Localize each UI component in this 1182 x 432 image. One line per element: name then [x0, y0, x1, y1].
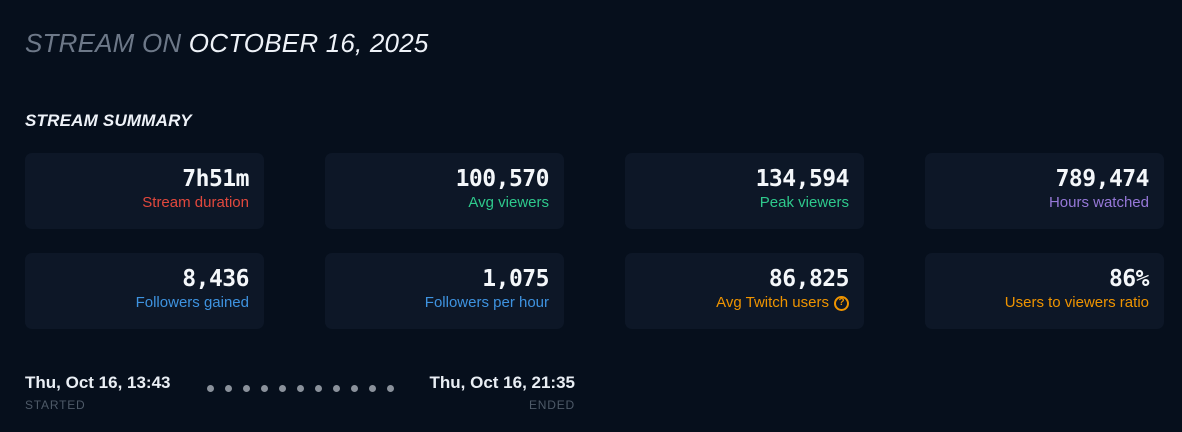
ended-label: ENDED	[528, 398, 575, 412]
question-circle-icon[interactable]: ?	[834, 295, 849, 311]
stream-report-page: STREAM ON OCTOBER 16, 2025 STREAM SUMMAR…	[25, 28, 1164, 412]
stat-label: Peak viewers	[640, 194, 849, 212]
stat-label-text: Followers per hour	[424, 294, 549, 311]
timeline-dot	[224, 385, 232, 392]
page-title: STREAM ON OCTOBER 16, 2025	[25, 28, 1164, 59]
stat-label: Followers gained	[40, 294, 249, 312]
stat-label: Avg Twitch users ?	[640, 294, 849, 312]
timeline-dots-connector	[206, 385, 394, 392]
stat-label-text: Followers gained	[135, 294, 249, 311]
page-title-prefix: STREAM ON	[25, 28, 189, 58]
timeline-dot	[368, 385, 376, 392]
stat-card-users-to-viewers-ratio: 86% Users to viewers ratio	[925, 253, 1164, 329]
page-title-date: OCTOBER 16, 2025	[188, 28, 429, 58]
timeline-ended-block: Thu, Oct 16, 21:35 ENDED	[430, 373, 576, 412]
stat-label: Users to viewers ratio	[940, 294, 1149, 312]
stat-value: 86%	[1108, 266, 1150, 292]
stat-label-text: Avg viewers	[468, 194, 549, 211]
timeline-dot	[260, 385, 268, 392]
stat-value: 134,594	[755, 166, 850, 192]
stat-card-avg-viewers: 100,570 Avg viewers	[325, 153, 564, 229]
stat-value: 100,570	[455, 166, 550, 192]
stat-value: 789,474	[1055, 166, 1150, 192]
started-label: STARTED	[25, 398, 86, 412]
stat-value: 8,436	[182, 266, 249, 292]
stat-label-text: Stream duration	[142, 194, 249, 211]
timeline-dot	[296, 385, 304, 392]
stat-label-text: Peak viewers	[759, 194, 849, 211]
stat-card-followers-gained: 8,436 Followers gained	[25, 253, 264, 329]
timeline-started-block: Thu, Oct 16, 13:43 STARTED	[25, 373, 171, 412]
stream-timeline: Thu, Oct 16, 13:43 STARTED Thu, Oct 16, …	[25, 373, 1164, 412]
timeline-dot	[206, 385, 214, 392]
timeline-dot	[314, 385, 322, 392]
stat-value: 86,825	[768, 266, 850, 292]
stat-label-text: Avg Twitch users	[716, 294, 829, 311]
stat-card-followers-per-hour: 1,075 Followers per hour	[325, 253, 564, 329]
stat-card-avg-twitch-users: 86,825 Avg Twitch users ?	[625, 253, 864, 329]
stat-label: Hours watched	[940, 194, 1149, 212]
stats-cards-grid: 7h51m Stream duration 100,570 Avg viewer…	[25, 153, 1164, 329]
stat-label-text: Users to viewers ratio	[1004, 294, 1149, 311]
stat-card-peak-viewers: 134,594 Peak viewers	[625, 153, 864, 229]
started-time: Thu, Oct 16, 13:43	[25, 373, 171, 392]
stat-value: 1,075	[482, 266, 549, 292]
stat-card-hours-watched: 789,474 Hours watched	[925, 153, 1164, 229]
stat-label: Avg viewers	[340, 194, 549, 212]
timeline-dot	[278, 385, 286, 392]
timeline-dot	[386, 385, 394, 392]
stream-summary-heading: STREAM SUMMARY	[25, 111, 192, 130]
timeline-dot	[242, 385, 250, 392]
stat-card-stream-duration: 7h51m Stream duration	[25, 153, 264, 229]
ended-time: Thu, Oct 16, 21:35	[429, 373, 576, 392]
stat-label-text: Hours watched	[1048, 194, 1149, 211]
timeline-dot	[332, 385, 340, 392]
stat-value: 7h51m	[182, 166, 249, 192]
timeline-dot	[350, 385, 358, 392]
stat-label: Followers per hour	[340, 294, 549, 312]
stat-label: Stream duration	[40, 194, 249, 212]
